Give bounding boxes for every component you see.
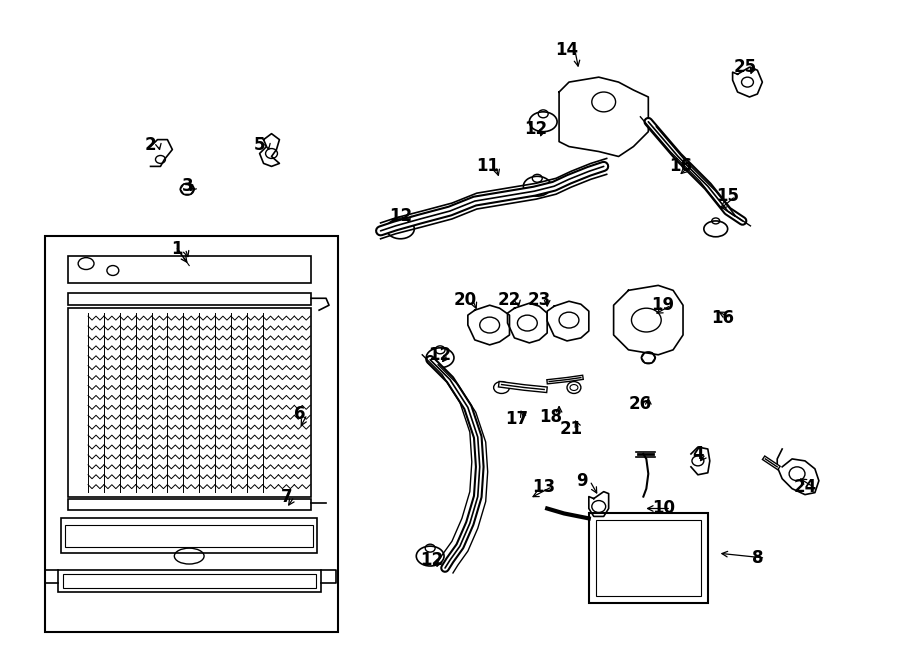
Text: 6: 6 bbox=[293, 405, 305, 423]
Text: 1: 1 bbox=[172, 240, 183, 258]
Bar bbox=[66, 525, 313, 547]
Text: 11: 11 bbox=[476, 157, 500, 175]
Text: 24: 24 bbox=[794, 478, 816, 496]
Text: 18: 18 bbox=[540, 408, 562, 426]
Text: 2: 2 bbox=[145, 136, 157, 153]
Text: 9: 9 bbox=[576, 472, 588, 490]
Bar bbox=[596, 520, 701, 596]
Bar bbox=[589, 514, 707, 603]
Text: 12: 12 bbox=[524, 120, 547, 137]
Bar bbox=[63, 574, 316, 588]
Text: 17: 17 bbox=[505, 410, 528, 428]
Text: 12: 12 bbox=[428, 346, 452, 364]
Text: 16: 16 bbox=[670, 157, 692, 175]
Bar bbox=[68, 293, 311, 305]
Text: 7: 7 bbox=[281, 488, 292, 506]
Text: 25: 25 bbox=[734, 58, 757, 76]
Bar bbox=[58, 570, 321, 592]
Text: 8: 8 bbox=[752, 549, 763, 567]
Text: 4: 4 bbox=[692, 445, 704, 463]
Text: 13: 13 bbox=[533, 478, 556, 496]
Text: 22: 22 bbox=[498, 292, 521, 309]
Text: 23: 23 bbox=[527, 292, 551, 309]
Bar bbox=[68, 256, 311, 284]
Text: 15: 15 bbox=[716, 187, 739, 205]
Text: 10: 10 bbox=[652, 500, 675, 518]
Text: 16: 16 bbox=[711, 309, 734, 327]
Bar bbox=[68, 498, 311, 510]
Bar bbox=[61, 518, 317, 553]
Bar bbox=[45, 236, 338, 633]
Text: 26: 26 bbox=[629, 395, 652, 413]
Text: 14: 14 bbox=[555, 42, 579, 59]
Text: 20: 20 bbox=[454, 292, 476, 309]
Text: 3: 3 bbox=[182, 177, 193, 195]
Text: 21: 21 bbox=[560, 420, 582, 438]
Text: 12: 12 bbox=[420, 551, 444, 569]
Bar bbox=[68, 308, 311, 496]
Text: 5: 5 bbox=[254, 136, 266, 153]
Text: 19: 19 bbox=[652, 296, 675, 314]
Text: 12: 12 bbox=[389, 207, 412, 225]
